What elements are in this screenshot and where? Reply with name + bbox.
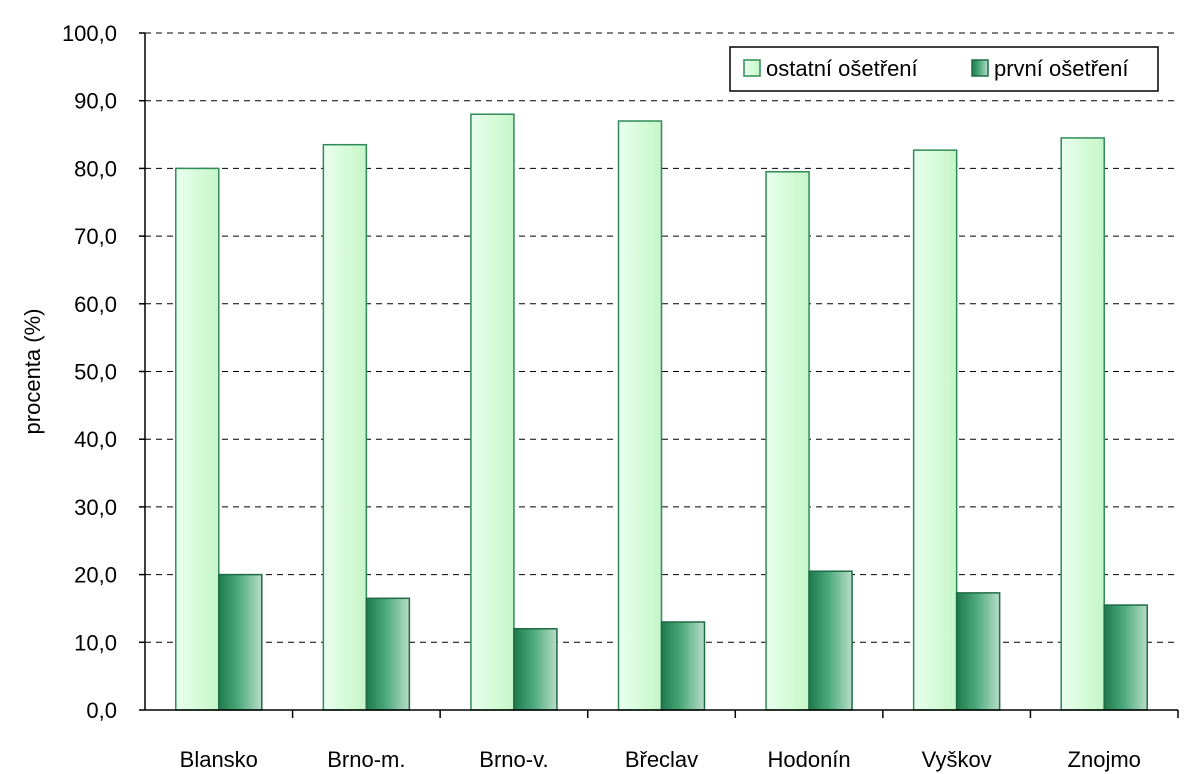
x-tick-label: Vyškov — [922, 747, 992, 772]
bars — [175, 113, 1148, 711]
bar-ostatni — [1060, 137, 1105, 711]
y-tick-label: 0,0 — [86, 698, 117, 723]
legend-swatch — [743, 59, 761, 77]
y-tick-label: 60,0 — [74, 292, 117, 317]
x-tick-label: Blansko — [180, 747, 258, 772]
bar-ostatni — [322, 143, 368, 711]
x-tick-label: Hodonín — [767, 747, 850, 772]
y-tick-label: 90,0 — [74, 89, 117, 114]
x-tick-label: Břeclav — [625, 747, 698, 772]
legend-box — [729, 46, 1159, 92]
x-tick-label: Brno-m. — [327, 747, 405, 772]
bar-ostatni — [912, 149, 958, 711]
bar-prvni — [808, 570, 853, 711]
legend-swatch — [971, 59, 989, 77]
bar-ostatni — [470, 113, 515, 711]
gridlines — [145, 32, 1178, 643]
bar-prvni — [1103, 604, 1148, 711]
y-tick-label: 100,0 — [62, 21, 117, 46]
y-tick-label: 10,0 — [74, 630, 117, 655]
x-tick-label: Brno-v. — [479, 747, 548, 772]
legend: ostatní ošetření první ošetření — [729, 46, 1159, 92]
bar-prvni — [955, 592, 1001, 711]
bar-ostatni — [175, 167, 220, 711]
bar-prvni — [365, 597, 411, 711]
legend-label: ostatní ošetření — [766, 56, 918, 81]
bar-ostatni — [617, 120, 663, 711]
bar-prvni — [660, 621, 706, 711]
y-tick-label: 50,0 — [74, 360, 117, 385]
y-tick-label: 40,0 — [74, 427, 117, 452]
bar-prvni — [513, 628, 558, 711]
y-tick-label: 20,0 — [74, 563, 117, 588]
y-tick-label: 30,0 — [74, 495, 117, 520]
axes — [139, 32, 1179, 718]
labels: 0,0 10,0 20,0 30,0 40,0 50,0 60,0 70,0 80,0 90,0 1… — [20, 21, 1141, 772]
y-axis-title: procenta (%) — [20, 309, 45, 435]
y-tick-label: 80,0 — [74, 156, 117, 181]
x-tick-label: Znojmo — [1068, 747, 1141, 772]
legend-label: první ošetření — [994, 56, 1129, 81]
y-tick-label: 70,0 — [74, 224, 117, 249]
bar-ostatni — [765, 171, 810, 711]
bar-prvni — [218, 573, 263, 711]
